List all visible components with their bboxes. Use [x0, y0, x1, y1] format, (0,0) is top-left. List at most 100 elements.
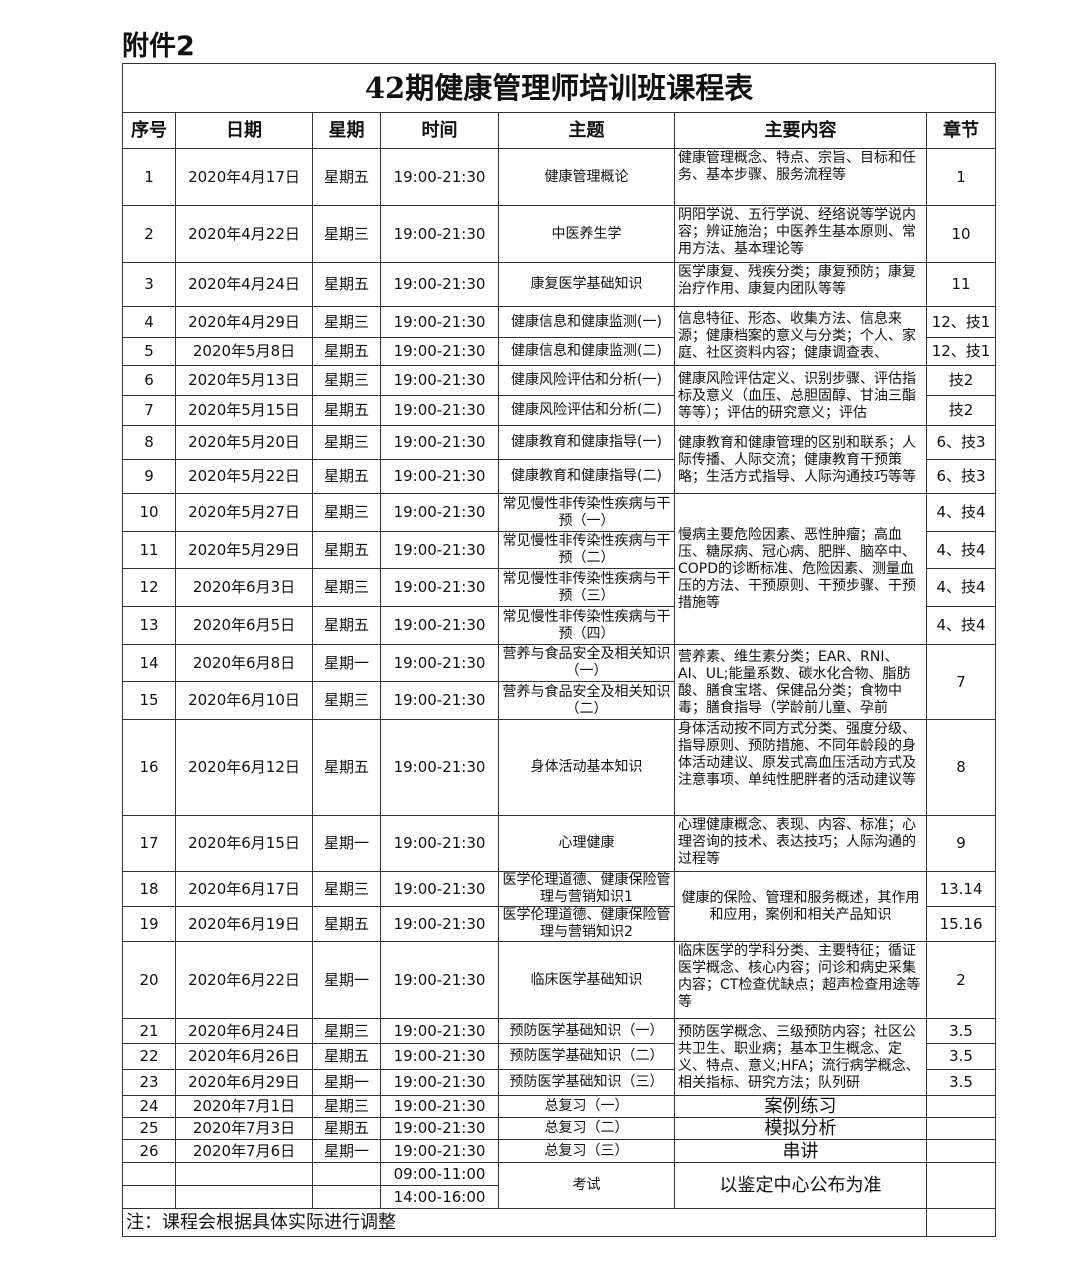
cell-no: 11	[122, 531, 176, 569]
cell-content: 营养素、维生素分类；EAR、RNI、AI、UL;能量系数、碳水化合物、脂肪酸、膳…	[674, 644, 927, 720]
cell-weekday: 星期五	[312, 1043, 381, 1070]
cell-content: 串讲	[674, 1139, 927, 1163]
table-row: 14 2020年6月8日 星期一 19:00-21:30 营养与食品安全及相关知识（一）…	[122, 644, 997, 720]
cell-weekday: 星期五	[312, 459, 381, 494]
cell-date: 2020年5月15日	[175, 395, 313, 426]
cell-date	[175, 1162, 313, 1186]
cell-no: 9	[122, 459, 176, 494]
cell-chapter: 6、技3	[925, 425, 997, 460]
cell-date: 2020年5月13日	[175, 365, 313, 396]
cell-topic: 健康教育和健康指导(二)	[498, 459, 675, 494]
cell-weekday: 星期三	[312, 205, 381, 263]
cell-date: 2020年6月22日	[175, 941, 313, 1019]
exam-row: 14:00-16:00	[122, 1185, 996, 1209]
cell-topic: 康复医学基础知识	[498, 262, 675, 307]
cell-topic: 总复习（一）	[498, 1095, 675, 1118]
cell-weekday: 星期五	[312, 531, 381, 569]
cell-time: 19:00-21:30	[380, 941, 499, 1019]
cell-chapter: 10	[925, 205, 997, 263]
table-row: 6 2020年5月13日 星期三 19:00-21:30 健康风险评估和分析(一) 健康风…	[122, 365, 997, 426]
cell-weekday: 星期三	[312, 871, 381, 907]
cell-weekday: 星期五	[312, 148, 381, 206]
cell-weekday: 星期三	[312, 681, 381, 720]
cell-weekday: 星期三	[312, 568, 381, 607]
header-date: 日期	[175, 112, 313, 149]
table-row: 7 2020年5月15日 星期五 19:00-21:30 健康风险评估和分析(二) 技2	[122, 395, 997, 426]
cell-topic: 预防医学基础知识（三）	[498, 1069, 675, 1096]
cell-weekday: 星期三	[312, 365, 381, 396]
cell-content: 健康管理概念、特点、宗旨、目标和任务、基本步骤、服务流程等	[674, 148, 927, 206]
cell-chapter: 1	[925, 148, 997, 206]
cell-weekday: 星期三	[312, 306, 381, 338]
cell-no: 22	[122, 1043, 176, 1070]
cell-date: 2020年5月29日	[175, 531, 313, 569]
cell-no: 25	[122, 1117, 176, 1140]
table-row: 15 2020年6月10日 星期三 19:00-21:30 营养与食品安全及相关知识（二…	[122, 681, 996, 720]
cell-time: 19:00-21:30	[380, 395, 499, 426]
cell-topic: 常见慢性非传染性疾病与干预（三）	[498, 568, 675, 607]
cell-chapter: 3.5	[925, 1018, 997, 1044]
cell-date: 2020年7月6日	[175, 1139, 313, 1163]
cell-time: 19:00-21:30	[380, 681, 499, 720]
cell-topic: 身体活动基本知识	[498, 719, 675, 816]
cell-content: 预防医学概念、三级预防内容；社区公共卫生、职业病；基本卫生概念、定义、特点、意义…	[674, 1018, 927, 1096]
cell-topic: 健康信息和健康监测(一)	[498, 306, 675, 338]
header-row: 序号 日期 星期 时间 主题 主要内容 章节	[122, 112, 997, 149]
cell-weekday: 星期三	[312, 1018, 381, 1044]
cell-no: 20	[122, 941, 176, 1019]
cell-topic: 中医养生学	[498, 205, 675, 263]
table-row: 11 2020年5月29日 星期五 19:00-21:30 常见慢性非传染性疾病与干预（…	[122, 531, 997, 569]
cell-no: 13	[122, 606, 176, 645]
cell-content: 以鉴定中心公布为准	[674, 1162, 927, 1209]
cell-weekday: 星期五	[312, 395, 381, 426]
table-row: 16 2020年6月12日 星期五 19:00-21:30 身体活动基本知识 身体活动按不…	[122, 719, 997, 816]
cell-time: 19:00-21:30	[380, 606, 499, 645]
cell-chapter: 技2	[925, 365, 997, 396]
table-row: 5 2020年5月8日 星期五 19:00-21:30 健康信息和健康监测(二) 12、技…	[122, 337, 997, 366]
cell-weekday: 星期五	[312, 606, 381, 645]
header-no: 序号	[122, 112, 176, 149]
table-row: 23 2020年6月29日 星期一 19:00-21:30 预防医学基础知识（三） 3.5	[122, 1069, 997, 1096]
cell-weekday: 星期三	[312, 425, 381, 460]
table-row: 3 2020年4月24日 星期五 19:00-21:30 康复医学基础知识 医学康复、残疾…	[122, 262, 997, 307]
cell-topic: 常见慢性非传染性疾病与干预（二）	[498, 531, 675, 569]
cell-date: 2020年6月24日	[175, 1018, 313, 1044]
cell-date: 2020年5月8日	[175, 337, 313, 366]
cell-chapter: 3.5	[925, 1043, 997, 1070]
table-row: 17 2020年6月15日 星期一 19:00-21:30 心理健康 心理健康概念、表现、…	[122, 815, 997, 872]
cell-topic: 常见慢性非传染性疾病与干预（四）	[498, 606, 675, 645]
table-row: 2 2020年4月22日 星期三 19:00-21:30 中医养生学 阴阳学说、五行学说、…	[122, 205, 997, 263]
cell-chapter	[925, 1162, 997, 1209]
cell-time: 19:00-21:30	[380, 205, 499, 263]
table-row: 1 2020年4月17日 星期五 19:00-21:30 健康管理概论 健康管理概念、特点…	[122, 148, 997, 206]
cell-content: 信息特征、形态、收集方法、信息来源；健康档案的意义与分类；个人、家庭、社区资料内…	[674, 306, 927, 366]
cell-date: 2020年4月17日	[175, 148, 313, 206]
cell-time: 19:00-21:30	[380, 1117, 499, 1140]
cell-weekday: 星期五	[312, 906, 381, 942]
cell-topic: 医学伦理道德、健康保险管理与营销知识1	[498, 871, 675, 907]
cell-no: 15	[122, 681, 176, 720]
cell-topic: 考试	[498, 1162, 675, 1209]
cell-chapter: 4、技4	[925, 493, 997, 532]
cell-no: 19	[122, 906, 176, 942]
cell-date: 2020年6月10日	[175, 681, 313, 720]
cell-chapter: 6、技3	[925, 459, 997, 494]
cell-chapter: 4、技4	[925, 531, 997, 569]
cell-weekday: 星期五	[312, 1117, 381, 1140]
cell-no: 24	[122, 1095, 176, 1118]
cell-content: 健康的保险、管理和服务概述，其作用和应用，案例和相关产品知识	[674, 871, 927, 942]
header-chapter: 章节	[925, 112, 997, 149]
cell-weekday	[312, 1162, 381, 1186]
cell-weekday: 星期一	[312, 1069, 381, 1096]
cell-content: 健康教育和健康管理的区别和联系；人际传播、人际交流；健康教育干预策略；生活方式指…	[674, 425, 927, 494]
cell-content: 身体活动按不同方式分类、强度分级、指导原则、预防措施、不同年龄段的身体活动建议、…	[674, 719, 927, 816]
cell-date: 2020年6月26日	[175, 1043, 313, 1070]
cell-content: 阴阳学说、五行学说、经络说等学说内容；辨证施治；中医养生基本原则、常用方法、基本…	[674, 205, 927, 263]
cell-no: 16	[122, 719, 176, 816]
cell-chapter: 9	[925, 815, 997, 872]
table-row: 9 2020年5月22日 星期五 19:00-21:30 健康教育和健康指导(二) 6、技…	[122, 459, 997, 494]
attachment-label: 附件2	[122, 31, 195, 62]
cell-no: 3	[122, 262, 176, 307]
cell-chapter: 技2	[925, 395, 997, 426]
cell-chapter: 11	[925, 262, 997, 307]
